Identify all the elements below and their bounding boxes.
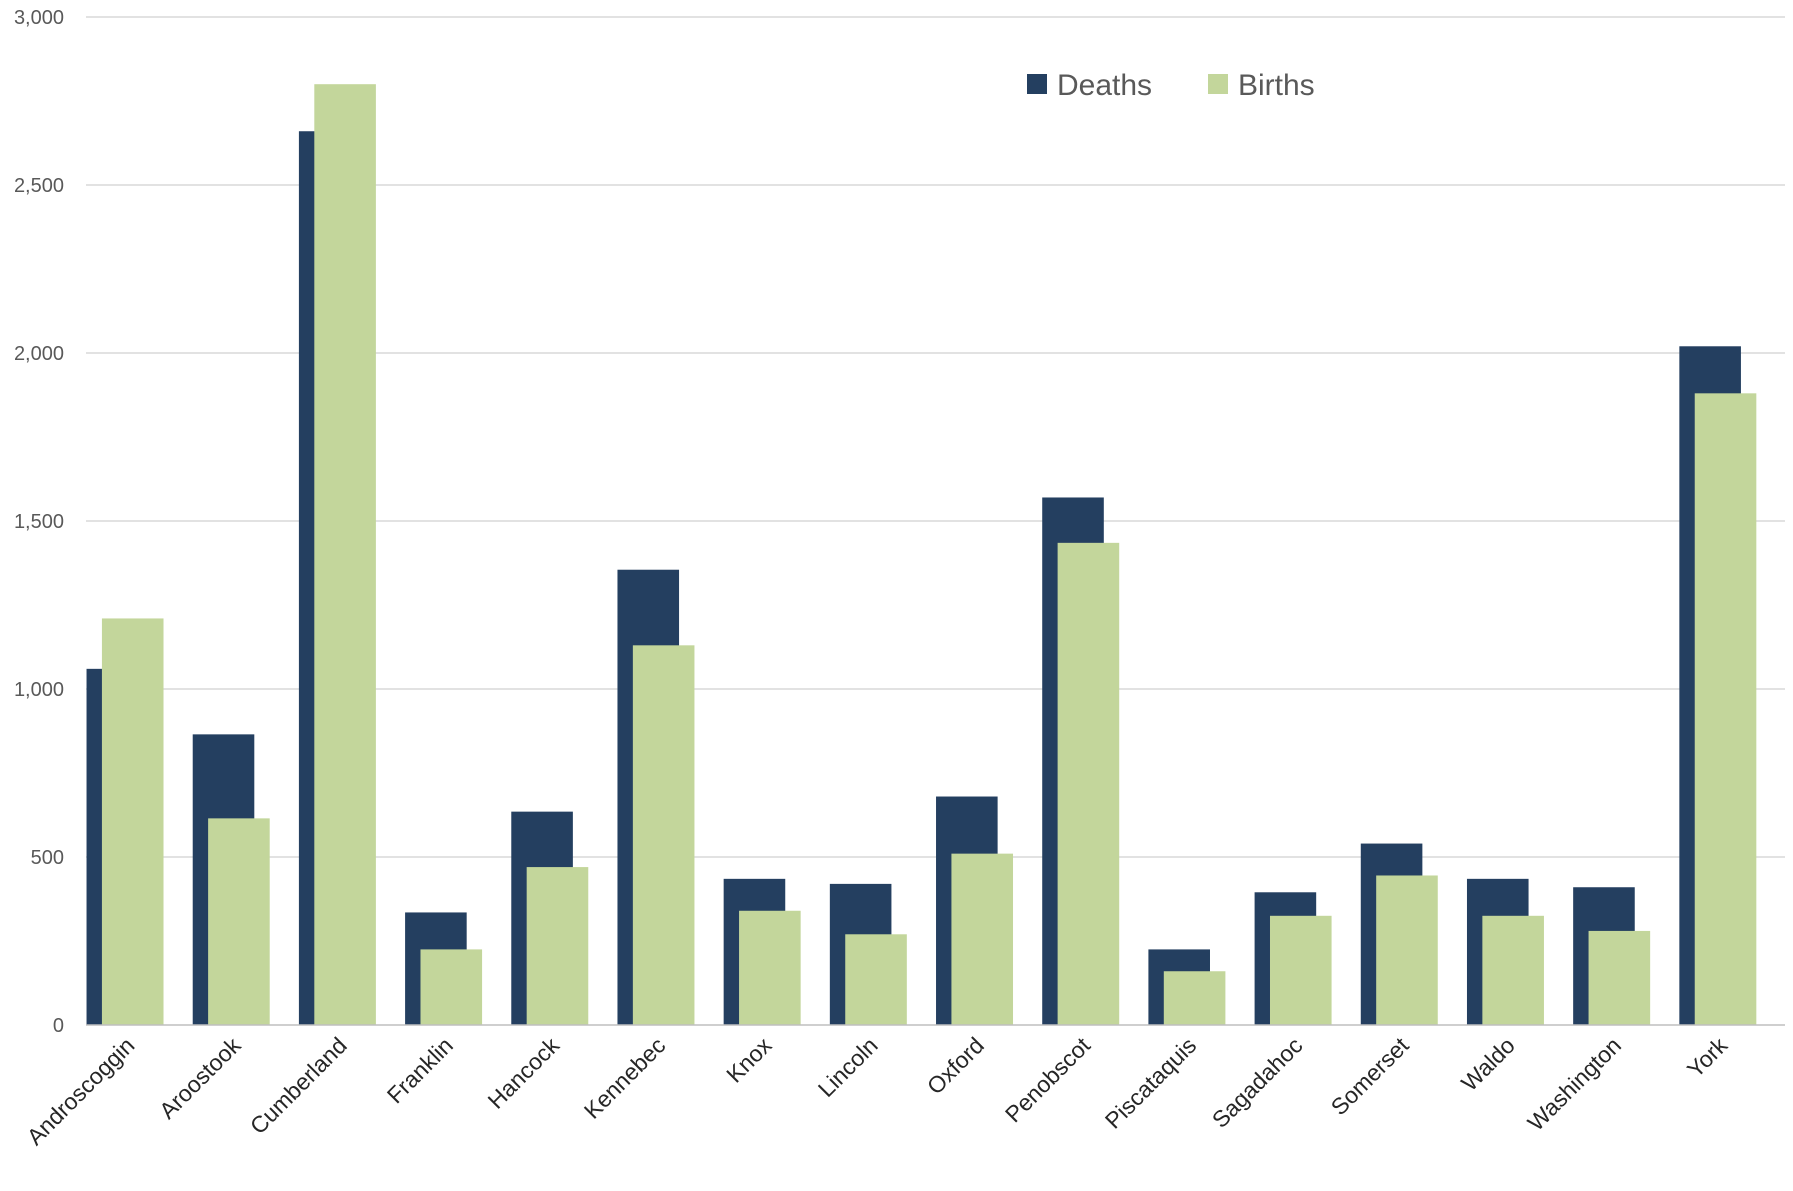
bar-births-lincoln: [845, 934, 907, 1025]
x-tick-label: York: [1682, 1032, 1733, 1083]
x-tick-label: Sagadahoc: [1207, 1032, 1308, 1133]
legend-swatch-births: [1208, 74, 1228, 94]
bar-births-piscataquis: [1163, 971, 1226, 1025]
x-tick-label: Washington: [1522, 1032, 1626, 1136]
y-tick-label: 2,000: [14, 343, 64, 365]
bars: [86, 84, 1757, 1026]
y-axis-tick-labels: 0 500 1,000 1,500 2,000 2,500 3,000: [14, 7, 64, 1037]
x-tick-label: Kennebec: [579, 1032, 671, 1124]
x-tick-label: Franklin: [382, 1032, 458, 1108]
x-axis-category-labels: Androscoggin Aroostook Cumberland Franklin H…: [22, 1032, 1733, 1150]
bar-births-washington: [1588, 930, 1651, 1025]
x-tick-label: Penobscot: [1000, 1032, 1096, 1128]
bar-births-androscoggin: [101, 618, 164, 1025]
y-tick-label: 1,500: [14, 511, 64, 533]
x-tick-label: Waldo: [1456, 1032, 1520, 1096]
x-tick-label: Knox: [721, 1032, 777, 1088]
bar-births-sagadahoc: [1269, 915, 1332, 1025]
legend-swatch-deaths: [1027, 74, 1047, 94]
bar-births-aroostook: [208, 818, 270, 1025]
legend: Deaths Births: [1027, 69, 1315, 102]
legend-label-deaths: Deaths: [1057, 69, 1152, 102]
x-tick-label: Cumberland: [245, 1032, 352, 1139]
x-tick-label: Piscataquis: [1100, 1032, 1202, 1134]
x-tick-label: Lincoln: [813, 1032, 883, 1102]
legend-label-births: Births: [1238, 69, 1315, 102]
bar-births-york: [1694, 393, 1757, 1025]
bar-births-oxford: [951, 853, 1014, 1025]
bar-births-franklin: [420, 949, 483, 1025]
y-tick-label: 2,500: [14, 175, 64, 197]
y-tick-label: 0: [53, 1015, 64, 1037]
x-tick-label: Oxford: [922, 1032, 989, 1099]
x-tick-label: Hancock: [483, 1032, 565, 1114]
y-tick-label: 1,000: [14, 679, 64, 701]
bar-births-hancock: [526, 867, 589, 1025]
y-tick-label: 3,000: [14, 7, 64, 29]
x-tick-label: Somerset: [1326, 1032, 1414, 1120]
bar-births-cumberland: [314, 84, 376, 1025]
x-tick-label: Aroostook: [154, 1032, 246, 1124]
bar-births-waldo: [1482, 915, 1544, 1025]
bar-births-knox: [739, 910, 801, 1025]
x-tick-label: Androscoggin: [22, 1032, 140, 1150]
bar-births-somerset: [1376, 875, 1438, 1025]
y-tick-label: 500: [31, 847, 64, 869]
bar-births-penobscot: [1057, 542, 1120, 1025]
bar-births-kennebec: [632, 645, 695, 1025]
